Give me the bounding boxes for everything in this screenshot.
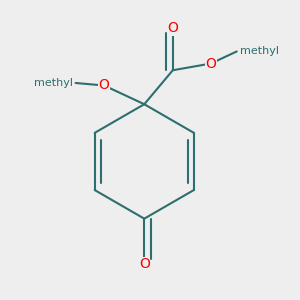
Text: O: O xyxy=(206,56,216,70)
Text: O: O xyxy=(99,79,110,92)
Text: O: O xyxy=(139,257,150,272)
Text: O: O xyxy=(167,21,178,35)
Text: methyl: methyl xyxy=(240,46,279,56)
Text: methyl: methyl xyxy=(34,78,73,88)
